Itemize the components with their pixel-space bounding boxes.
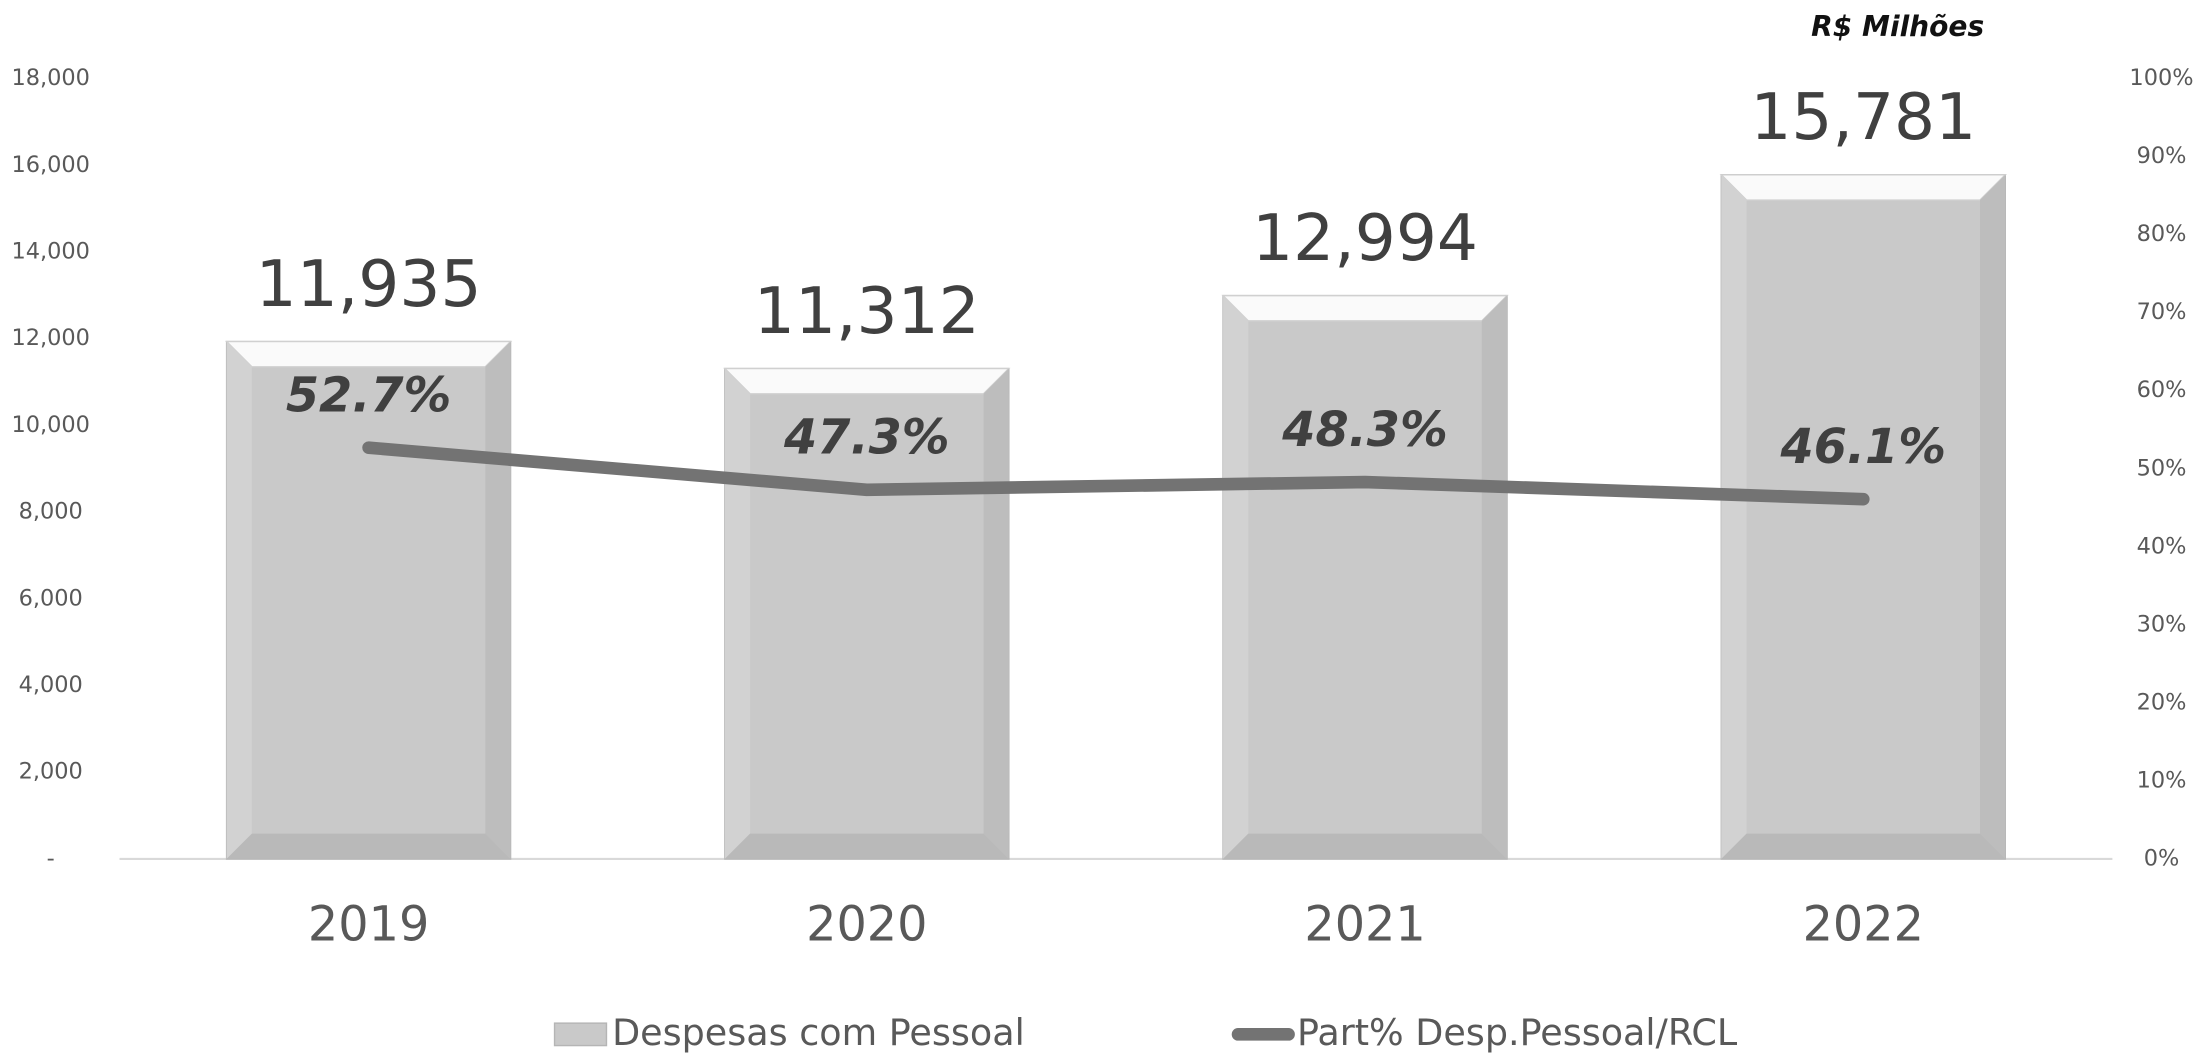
bar-bevel-bottom [724,833,1009,859]
bar-bevel-bottom [226,833,511,859]
y2-tick-label: 0% [2144,845,2180,871]
line-value-label: 47.3% [783,411,950,466]
x-tick-label: 2020 [806,898,927,953]
bar-bevel-left [724,368,751,859]
bar-bevel-bottom [1223,833,1508,859]
line [362,441,1870,506]
y-tick-label: 4,000 [19,672,83,698]
bar-bevel-left [1223,295,1249,859]
y2-tick-label: 60% [2137,377,2187,403]
bar-bevel-left [1721,174,1747,859]
bar-value-label: 11,935 [256,247,482,322]
line-value-label: 48.3% [1281,403,1447,458]
bar-bevel-right [983,368,1009,859]
x-tick-label: 2021 [1304,898,1425,953]
y2-tick-label: 80% [2137,221,2187,247]
y-tick-label: - [47,845,55,871]
x-tick-label: 2022 [1803,898,1924,953]
y-tick-label: 2,000 [19,759,83,785]
y2-tick-label: 30% [2137,611,2187,637]
bar [1720,174,2006,860]
bar-bevel-top [1719,174,2007,201]
y-tick-label: 6,000 [19,585,83,611]
y2-tick-label: 40% [2137,533,2187,559]
bar-bevel-right [1980,174,2006,859]
bar-bevel-top [1221,294,1509,322]
bar-bevel-top [723,367,1011,395]
bar-bevel-right [485,341,511,859]
bar-value-label: 12,994 [1252,201,1478,276]
y2-tick-label: 100% [2129,65,2193,91]
legend-label: Despesas com Pessoal [612,1011,1025,1054]
y2-tick-label: 50% [2137,455,2187,481]
y2-tick-label: 70% [2137,299,2187,325]
bar-value-label: 15,781 [1750,80,1976,155]
bar-value-label: 11,312 [754,274,980,349]
y2-tick-label: 10% [2137,767,2187,793]
y2-tick-label: 20% [2137,689,2187,715]
y-tick-label: 8,000 [19,499,83,525]
line-value-label: 46.1% [1780,420,1946,475]
line-value-label: 52.7% [286,369,451,424]
y2-tick-label: 90% [2137,143,2187,169]
bar [724,367,1010,860]
legend-swatch-bar [553,1022,608,1047]
bar [1222,294,1508,860]
bar-bevel-bottom [1721,833,2006,859]
bar-bevel-right [1481,295,1508,859]
y-tick-label: 14,000 [11,238,90,264]
legend-label: Part% Desp.Pessoal/RCL [1297,1011,1738,1054]
bar-bevel-left [226,341,252,859]
unit-note: R$ Milhões [1811,10,1984,43]
x-tick-label: 2019 [308,898,429,953]
y-tick-label: 10,000 [11,412,90,438]
y-tick-label: 18,000 [11,65,90,91]
bar-bevel-top [224,340,513,368]
y-tick-label: 16,000 [11,152,90,178]
y-tick-label: 12,000 [11,325,90,351]
